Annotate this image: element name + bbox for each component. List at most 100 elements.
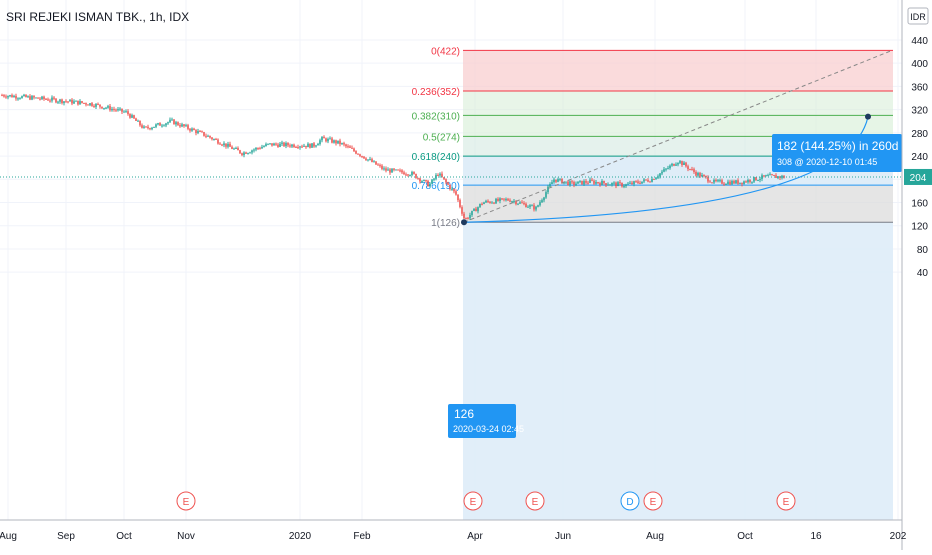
callouts[interactable]: 126 2020-03-24 02:45 182 (144.25%) in 260d…: [448, 134, 922, 438]
event-marker-label: E: [650, 497, 657, 508]
event-marker-earnings: [525, 491, 545, 511]
x-tick-label: 2020: [289, 531, 312, 542]
candle-body: [87, 104, 89, 106]
event-marker-label: E: [532, 497, 539, 508]
candle-body: [397, 169, 399, 171]
candle-body: [463, 213, 465, 219]
candle-body: [547, 186, 549, 193]
candle-body: [127, 111, 129, 115]
candle-body: [535, 206, 537, 210]
y-tick-label: 360: [911, 82, 928, 93]
candle-body: [759, 179, 761, 181]
candle-body: [277, 144, 279, 147]
candle-body: [565, 181, 567, 183]
candle-body: [745, 181, 747, 183]
candle-body: [483, 202, 485, 205]
candle-body: [59, 99, 61, 102]
candle-body: [769, 174, 771, 176]
candle-body: [701, 175, 703, 177]
candle-body: [9, 95, 11, 97]
candle-body: [191, 128, 193, 131]
candle-body: [557, 179, 559, 182]
currency-badge: [907, 7, 929, 25]
candle-body: [441, 173, 443, 178]
candle-body: [49, 100, 51, 102]
candle-body: [663, 169, 665, 172]
candle-body: [155, 124, 157, 127]
candle-body: [209, 135, 211, 138]
candle-body: [489, 201, 491, 203]
candle-body: [583, 181, 585, 185]
candle-body: [667, 168, 669, 170]
candle-body: [193, 128, 195, 131]
candle-body: [1, 95, 3, 97]
candle-body: [373, 161, 375, 163]
candle-body: [765, 175, 767, 177]
candle-body: [263, 146, 265, 148]
candle-body: [469, 214, 471, 219]
candle-body: [179, 125, 181, 127]
candle-body: [737, 180, 739, 184]
fib-zone: [463, 185, 893, 223]
candle-body: [129, 114, 131, 118]
candle-body: [503, 198, 505, 200]
candle-body: [753, 177, 755, 182]
candle-body: [151, 127, 153, 130]
candle-body: [459, 200, 461, 208]
candles: [1, 93, 785, 221]
candle-body: [605, 183, 607, 186]
candle-body: [107, 106, 109, 108]
candle-body: [457, 194, 459, 201]
candle-body: [123, 111, 125, 113]
candle-body: [201, 131, 203, 133]
candle-body: [267, 143, 269, 145]
candle-body: [225, 143, 227, 147]
candle-body: [621, 182, 623, 187]
candle-body: [355, 151, 357, 154]
fib-zone: [463, 115, 893, 137]
candle-body: [147, 126, 149, 129]
candle-body: [215, 138, 217, 140]
candle-body: [639, 182, 641, 184]
candle-body: [525, 203, 527, 208]
candle-body: [165, 123, 167, 126]
candle-body: [39, 98, 41, 100]
candle-body: [365, 158, 367, 161]
candle-body: [601, 180, 603, 185]
candle-body: [549, 184, 551, 187]
candle-body: [3, 95, 5, 97]
candle-body: [43, 96, 45, 99]
candle-body: [477, 207, 479, 212]
candle-body: [481, 203, 483, 205]
candle-body: [453, 188, 455, 192]
candle-body: [611, 182, 613, 185]
candle-body: [21, 96, 23, 99]
candle-body: [571, 181, 573, 183]
candle-body: [45, 98, 47, 100]
candle-body: [349, 146, 351, 148]
candle-body: [533, 205, 535, 210]
candle-body: [599, 183, 601, 185]
candle-body: [741, 182, 743, 185]
candle-body: [471, 210, 473, 215]
event-marker-earnings: [176, 491, 196, 511]
candle-body: [33, 96, 35, 98]
candle-body: [717, 180, 719, 182]
candle-body: [27, 96, 29, 98]
candle-body: [257, 147, 259, 149]
event-marker-label: E: [783, 497, 790, 508]
candle-body: [145, 126, 147, 128]
candle-body: [495, 198, 497, 204]
candle-body: [119, 108, 121, 110]
candle-body: [23, 94, 25, 97]
x-tick-label: Apr: [467, 531, 483, 542]
candle-body: [461, 207, 463, 214]
candle-body: [169, 119, 171, 123]
candle-body: [149, 128, 151, 130]
candle-body: [585, 181, 587, 183]
candle-body: [335, 140, 337, 144]
